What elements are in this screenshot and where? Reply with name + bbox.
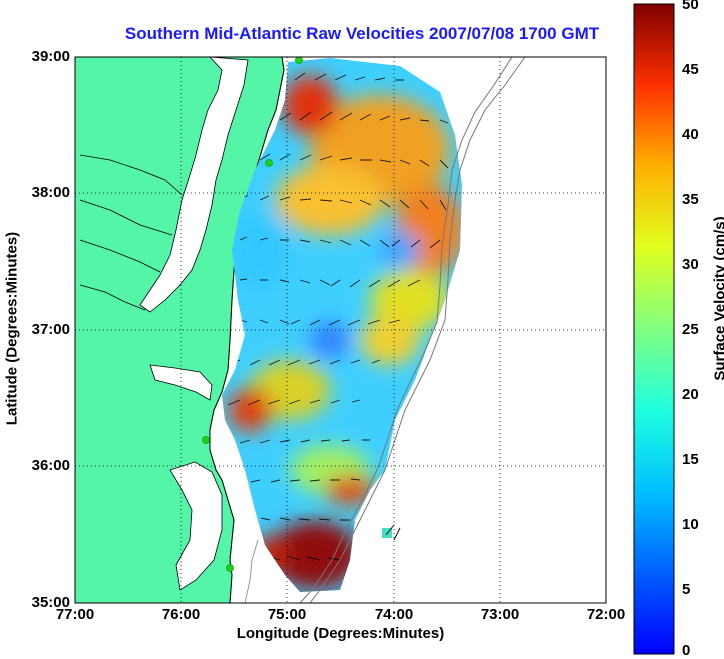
- map-title: Southern Mid-Atlantic Raw Velocities 200…: [124, 24, 600, 43]
- colorbar-tick-label: 10: [682, 516, 699, 533]
- isobath-contour: [309, 57, 526, 603]
- y-tick-label: 38:00: [31, 184, 70, 201]
- colorbar-tick-label: 20: [682, 386, 699, 403]
- colorbar-tick-label: 30: [682, 256, 699, 273]
- coastline-barrier: [209, 57, 285, 603]
- colorbar-tick-label: 15: [682, 451, 699, 468]
- isolated-cell: [382, 528, 392, 538]
- x-tick-label: 76:00: [161, 606, 201, 623]
- chesapeake-bay: [139, 57, 249, 313]
- sound-pamlico: [169, 461, 223, 591]
- radar-station: [265, 159, 273, 167]
- y-tick-label: 39:00: [31, 48, 70, 65]
- river-york: [79, 239, 161, 273]
- colorbar-tick-label: 45: [682, 61, 699, 78]
- x-tick-label: 75:00: [267, 606, 307, 623]
- river-james: [79, 284, 146, 311]
- colorbar-tick-label: 35: [682, 191, 699, 208]
- velocity-field: [222, 58, 462, 592]
- river-potomac: [79, 154, 183, 196]
- colorbar: [633, 3, 675, 655]
- colorbar-tick-label: 5: [682, 581, 691, 598]
- sound-albemarle: [149, 364, 213, 401]
- isobath-contour-2: [299, 57, 513, 603]
- radar-station: [202, 436, 210, 444]
- x-axis-label: Longitude (Degrees:Minutes): [236, 625, 445, 642]
- y-tick-label: 36:00: [31, 457, 70, 474]
- colorbar-tick-label: 0: [682, 642, 691, 659]
- x-tick-label: 72:00: [586, 606, 626, 623]
- river-rappahannock: [79, 199, 173, 236]
- radar-station: [226, 564, 234, 572]
- colorbar-tick-label: 40: [682, 126, 699, 143]
- radar-station: [295, 57, 303, 64]
- colorbar-tick-label: 25: [682, 321, 699, 338]
- x-tick-label: 77:00: [55, 606, 95, 623]
- isolated-arrows: [385, 524, 401, 541]
- colorbar-label: Surface Velocity (cm/s): [711, 216, 724, 381]
- y-axis-label: Latitude (Degrees:Minutes): [3, 231, 21, 426]
- grid-lines: [75, 57, 606, 603]
- isobath-contour-3: [244, 539, 259, 603]
- y-tick-label: 35:00: [31, 594, 70, 611]
- y-tick-label: 37:00: [31, 321, 70, 338]
- colorbar-tick-label: 50: [682, 0, 699, 13]
- x-tick-label: 74:00: [374, 606, 414, 623]
- x-tick-label: 73:00: [480, 606, 520, 623]
